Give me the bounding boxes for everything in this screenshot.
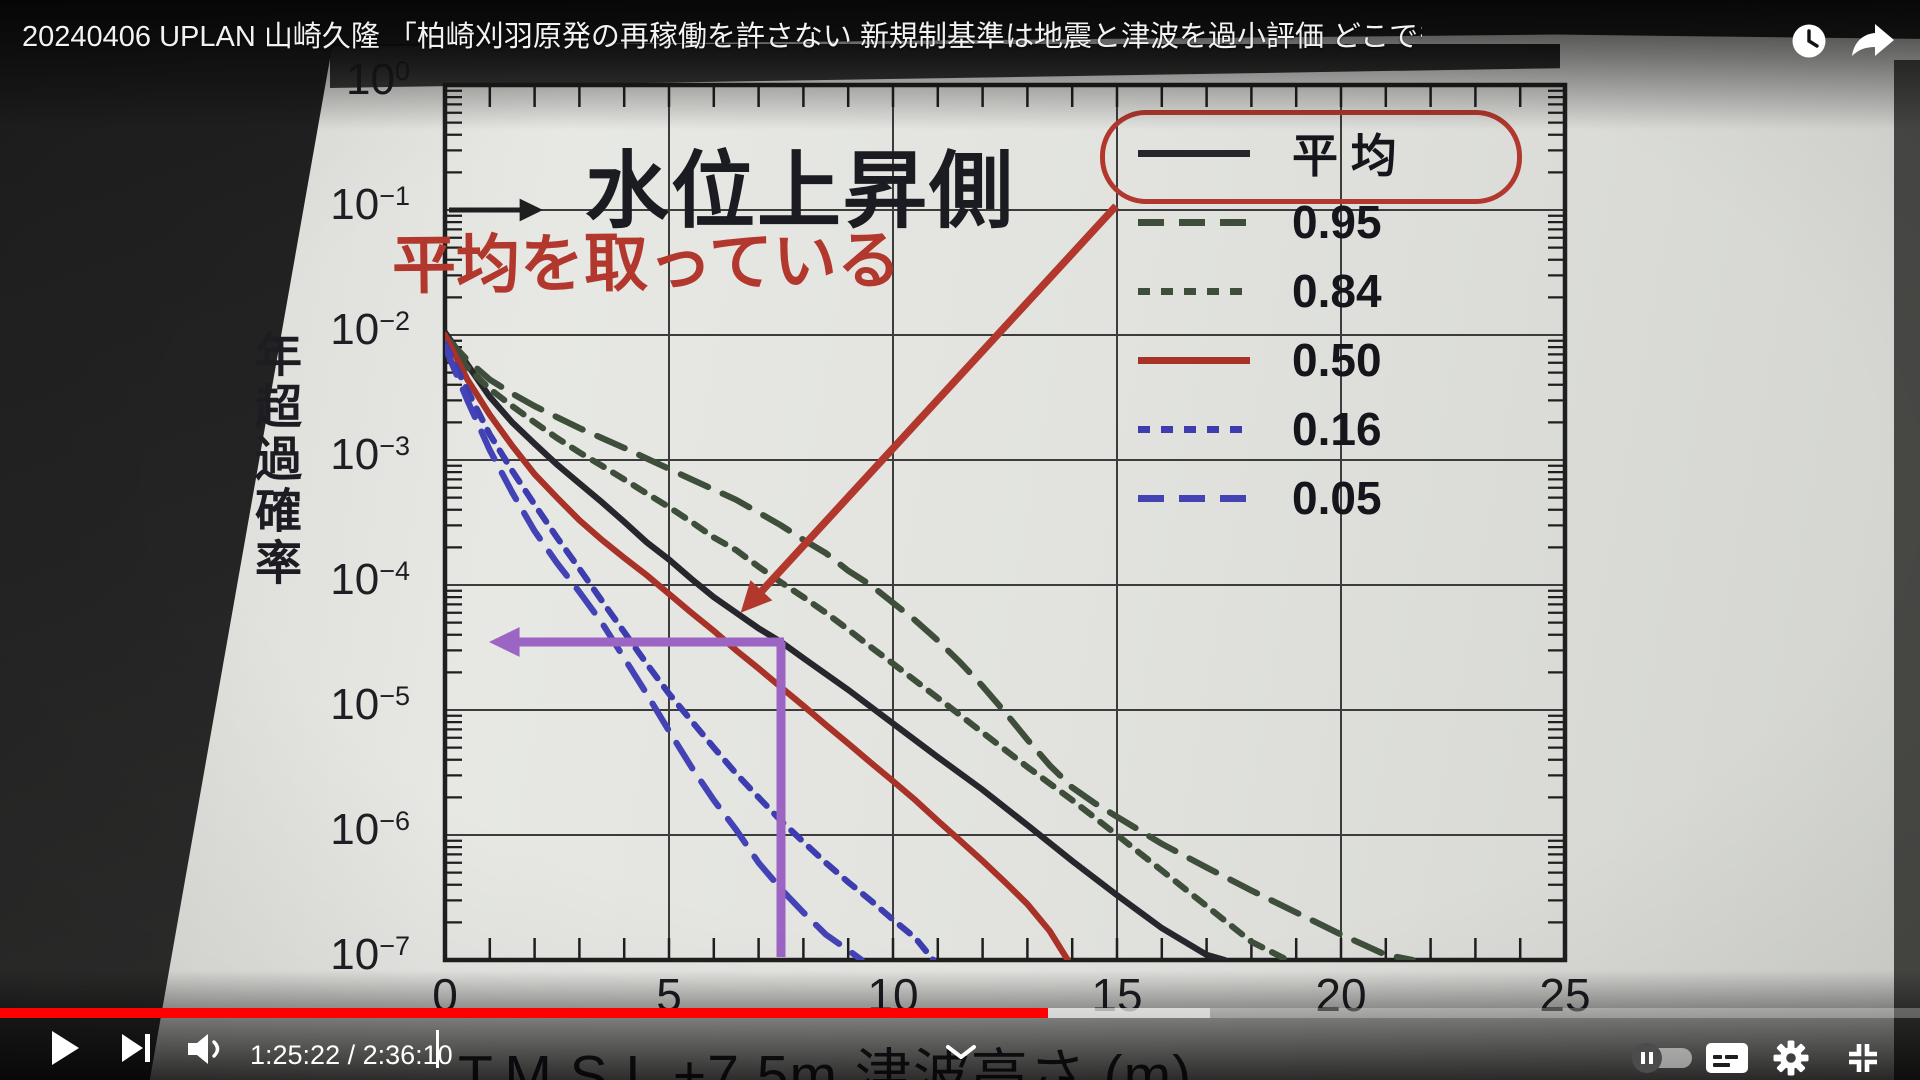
series-0.84 — [445, 336, 1291, 960]
video-title[interactable]: 20240406 UPLAN 山崎久隆 「柏崎刈羽原発の再稼働を許さない 新規制… — [22, 21, 1422, 53]
legend-item: 0.95 — [1138, 193, 1382, 251]
current-time: 1:25:22 — [250, 1040, 341, 1070]
y-tick-label: 10−3 — [330, 430, 410, 479]
legend-label: 0.95 — [1292, 196, 1382, 248]
gear-icon — [1773, 1040, 1809, 1076]
legend-item: 0.16 — [1138, 400, 1382, 458]
legend-label: 0.16 — [1292, 403, 1382, 455]
play-icon — [52, 1031, 79, 1065]
exit-fullscreen-button[interactable] — [1846, 1041, 1880, 1075]
play-button[interactable] — [52, 1031, 79, 1065]
video-duration: 2:36:10 — [362, 1040, 453, 1070]
legend-line-sample — [1138, 149, 1250, 157]
settings-button[interactable] — [1772, 1039, 1810, 1077]
legend-item: 0.50 — [1138, 331, 1382, 389]
subtitle-line — [1725, 1055, 1738, 1059]
series-0.16 — [445, 340, 937, 960]
curves — [445, 329, 1416, 960]
volume-button[interactable] — [188, 1033, 232, 1065]
next-button[interactable] — [122, 1032, 152, 1064]
legend-line-sample — [1138, 425, 1250, 433]
series-0.05 — [445, 344, 865, 960]
y-tick-label: 10−6 — [330, 805, 410, 854]
bottom-gradient — [0, 970, 1920, 1080]
time-cursor-artifact — [436, 1030, 439, 1068]
slide-right-shadow — [1894, 60, 1920, 1080]
subtitles-button[interactable] — [1706, 1043, 1748, 1073]
y-tick-label: 10−2 — [330, 305, 410, 354]
arrowhead — [740, 580, 773, 613]
top-gradient — [0, 0, 1920, 130]
player-controls: 1:25:22 / 2:36:10 — [0, 1022, 1920, 1080]
legend-label: 0.05 — [1292, 472, 1382, 524]
series-平 均 — [445, 329, 1228, 960]
series-0.95 — [445, 332, 1416, 960]
legend-label: 平 均 — [1292, 130, 1397, 182]
y-tick-label: 10−5 — [330, 680, 410, 729]
progress-bar[interactable] — [0, 1008, 1920, 1018]
legend-line-sample — [1138, 287, 1250, 295]
y-tick-label: 10−4 — [330, 555, 410, 604]
subtitle-line — [1713, 1063, 1730, 1067]
series-0.50 — [445, 331, 1071, 960]
next-icon — [122, 1034, 143, 1062]
collapse-chevron[interactable] — [944, 1044, 978, 1060]
subtitle-line — [1713, 1055, 1722, 1059]
progress-played — [0, 1008, 1049, 1018]
volume-icon — [188, 1034, 208, 1064]
arrowhead — [489, 627, 520, 657]
legend-line-sample — [1138, 494, 1250, 502]
legend-item: 平 均 — [1138, 124, 1397, 182]
exit-fullscreen-icon — [1849, 1044, 1877, 1072]
share-icon[interactable] — [1850, 22, 1896, 60]
time-display: 1:25:22 / 2:36:10 — [250, 1040, 453, 1071]
red-callout-arrow — [751, 203, 1119, 602]
y-axis-title: 年超過確率 — [248, 330, 301, 590]
legend-item: 0.05 — [1138, 469, 1382, 527]
time-separator: / — [340, 1040, 363, 1070]
y-tick-label: 10−7 — [330, 930, 410, 979]
autoplay-toggle-knob[interactable] — [1632, 1043, 1662, 1073]
arrowhead — [519, 198, 543, 222]
watch-later-icon[interactable] — [1790, 22, 1828, 60]
legend-label: 0.84 — [1292, 265, 1382, 317]
legend-line-sample — [1138, 218, 1250, 226]
annotation-taking-mean: 平均を取っている — [391, 224, 902, 302]
legend-item: 0.84 — [1138, 262, 1382, 320]
y-tick-label: 10−1 — [330, 180, 410, 229]
annotation-water-level-rise: 水位上昇側 — [585, 144, 1016, 238]
legend-label: 0.50 — [1292, 334, 1382, 386]
legend-line-sample — [1138, 356, 1250, 364]
